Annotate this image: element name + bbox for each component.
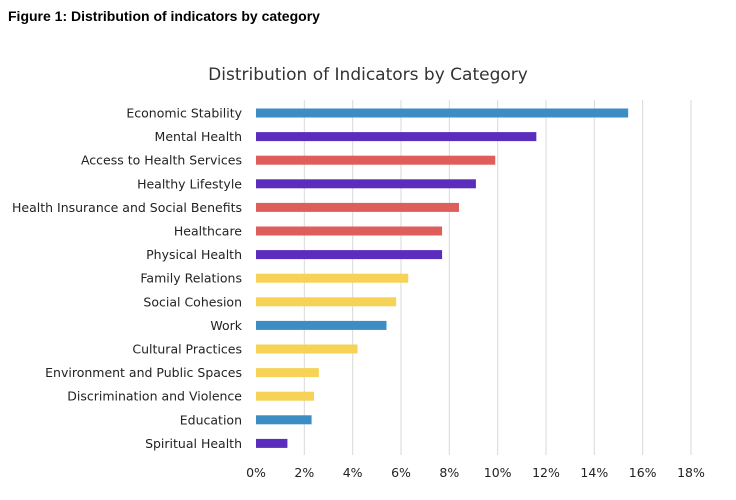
category-label: Environment and Public Spaces	[45, 365, 242, 380]
bar	[256, 344, 358, 354]
chart-title: Distribution of Indicators by Category	[208, 65, 528, 85]
category-label: Education	[180, 412, 242, 427]
figure-caption: Figure 1: Distribution of indicators by …	[8, 8, 320, 24]
x-tick-label: 0%	[246, 465, 266, 480]
bar	[256, 438, 288, 448]
bar	[256, 273, 409, 283]
category-label: Mental Health	[155, 129, 242, 144]
bar	[256, 391, 314, 401]
bar	[256, 202, 459, 212]
x-tick-label: 18%	[677, 465, 705, 480]
bar	[256, 226, 443, 236]
bar	[256, 297, 397, 307]
x-tick-label: 6%	[391, 465, 411, 480]
bar	[256, 108, 629, 118]
bar	[256, 368, 319, 378]
x-tick-label: 10%	[484, 465, 512, 480]
category-label: Economic Stability	[126, 106, 242, 121]
x-tick-label: 8%	[439, 465, 459, 480]
x-tick-label: 16%	[629, 465, 657, 480]
category-label: Health Insurance and Social Benefits	[12, 200, 242, 215]
category-label: Spiritual Health	[145, 436, 242, 451]
bar	[256, 320, 387, 330]
category-label: Healthy Lifestyle	[137, 176, 242, 191]
bar	[256, 250, 443, 260]
category-labels: Economic Stability Mental Health Access to…	[12, 106, 243, 451]
category-label: Cultural Practices	[132, 342, 242, 357]
bar	[256, 132, 537, 142]
category-label: Physical Health	[146, 247, 242, 262]
x-tick-label: 12%	[532, 465, 560, 480]
bar	[256, 179, 476, 189]
x-tick-label: 14%	[580, 465, 608, 480]
category-label: Family Relations	[140, 271, 242, 286]
x-axis-ticks: 0% 2% 4% 6% 8% 10% 12% 14% 16% 18%	[246, 465, 705, 480]
category-label: Access to Health Services	[81, 153, 242, 168]
category-label: Healthcare	[174, 224, 242, 239]
bar	[256, 415, 312, 425]
category-label: Discrimination and Violence	[67, 389, 242, 404]
bar	[256, 155, 496, 165]
bars	[256, 108, 629, 448]
x-tick-label: 4%	[343, 465, 363, 480]
category-label: Work	[210, 318, 242, 333]
x-tick-label: 2%	[294, 465, 314, 480]
category-label: Social Cohesion	[143, 294, 242, 309]
